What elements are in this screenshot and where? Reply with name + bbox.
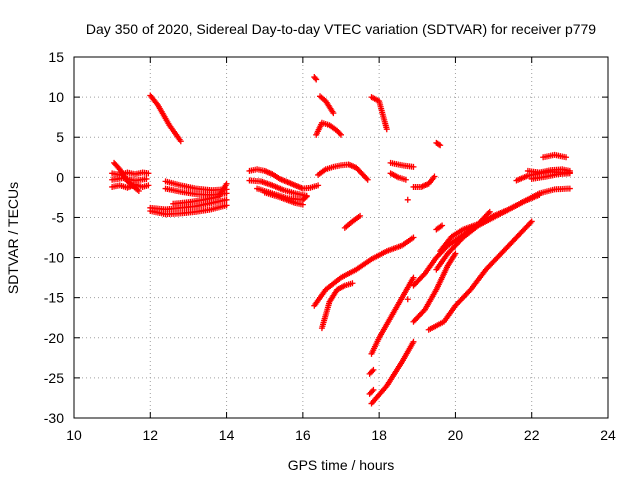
y-tick-label: -20 (44, 330, 64, 346)
data-point (363, 175, 370, 182)
data-point (313, 76, 320, 83)
y-tick-label: -10 (44, 250, 64, 266)
data-point (143, 175, 150, 182)
data-point (223, 202, 230, 209)
data-point (439, 222, 446, 229)
data-point (145, 170, 152, 177)
data-point (566, 170, 573, 177)
data-point (404, 296, 411, 303)
y-axis-label: SDTVAR / TECUs (5, 182, 21, 294)
x-tick-label: 24 (600, 427, 616, 443)
y-tick-label: 10 (48, 89, 64, 105)
y-tick-label: -30 (44, 410, 64, 426)
y-tick-label: -25 (44, 370, 64, 386)
data-point (431, 173, 438, 180)
x-tick-label: 10 (66, 427, 82, 443)
data-point (370, 366, 377, 373)
data-point (369, 388, 376, 395)
data-point (145, 182, 152, 189)
x-axis-label: GPS time / hours (288, 457, 395, 473)
y-tick-label: 5 (56, 129, 64, 145)
data-point (349, 280, 356, 287)
data-point (315, 182, 322, 189)
y-tick-label: 15 (48, 49, 64, 65)
data-point (303, 193, 310, 200)
data-point (527, 219, 534, 226)
data-point (435, 141, 442, 148)
data-point (223, 180, 230, 187)
data-point (177, 138, 184, 145)
axis-ticks: 10 12 14 16 18 20 22 24 -30 -25 -20 -15 -10 -5 0 5 10 15 (44, 49, 616, 443)
y-tick-label: -15 (44, 290, 64, 306)
data-point (383, 126, 390, 133)
data-point (410, 234, 417, 241)
data-point (312, 75, 319, 82)
data-point (404, 196, 411, 203)
data-points (109, 74, 573, 407)
x-tick-label: 14 (219, 427, 235, 443)
data-point (410, 163, 417, 170)
data-point (223, 196, 230, 203)
y-tick-label: -5 (52, 209, 65, 225)
data-point (452, 250, 459, 257)
x-tick-label: 18 (371, 427, 387, 443)
data-point (410, 274, 417, 281)
data-point (563, 154, 570, 161)
x-tick-label: 12 (142, 427, 158, 443)
data-point (486, 208, 493, 215)
grid-lines (74, 57, 608, 418)
data-point (566, 185, 573, 192)
data-point (420, 308, 427, 315)
data-point (135, 187, 142, 194)
data-point (336, 130, 343, 137)
data-point (369, 368, 376, 375)
x-tick-label: 16 (295, 427, 311, 443)
data-point (402, 176, 409, 183)
data-point (364, 176, 371, 183)
data-point (338, 131, 344, 138)
data-point (528, 218, 535, 225)
x-tick-label: 20 (448, 427, 464, 443)
data-point (299, 201, 306, 208)
data-point (536, 191, 543, 198)
data-point (370, 386, 377, 393)
data-point (330, 110, 337, 117)
data-point (223, 190, 230, 197)
x-tick-label: 22 (524, 427, 540, 443)
data-point (357, 212, 364, 219)
chart-title: Day 350 of 2020, Sidereal Day-to-day VTE… (86, 21, 596, 37)
data-point (302, 194, 309, 201)
data-point (410, 338, 417, 345)
plot-frame (73, 56, 609, 419)
y-tick-label: 0 (56, 169, 64, 185)
data-point (437, 142, 444, 149)
data-point (485, 210, 492, 217)
